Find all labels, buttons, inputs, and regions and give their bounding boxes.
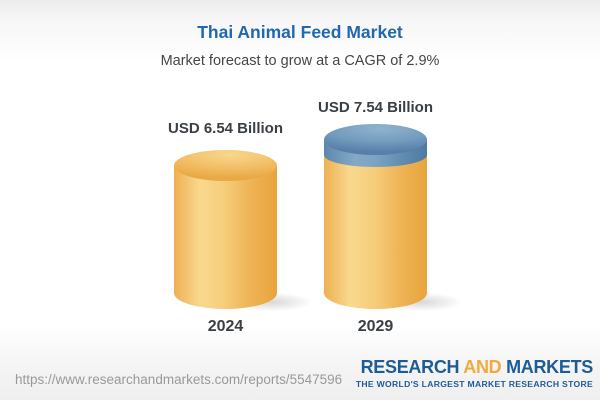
researchandmarkets-logo: RESEARCH AND MARKETS THE WORLD'S LARGEST…	[355, 357, 594, 390]
bar-value-label-2024: USD 6.54 Billion	[167, 120, 284, 137]
bar-2024-top-cap	[174, 150, 277, 181]
bar-2029-base-segment	[324, 155, 427, 309]
bar-2029-cylinder	[324, 124, 478, 315]
logo-word-research: RESEARCH	[360, 357, 460, 377]
logo-word-markets: MARKETS	[506, 357, 593, 377]
bar-category-label-2024: 2024	[207, 318, 244, 335]
logo-word-and: AND	[463, 357, 502, 377]
bar-2029-top-cap	[324, 124, 427, 155]
page-title: Thai Animal Feed Market	[197, 22, 403, 42]
logo-tagline: THE WORLD'S LARGEST MARKET RESEARCH STOR…	[355, 379, 593, 389]
bar-value-label-2029: USD 7.54 Billion	[317, 99, 434, 116]
bar-2024-base-segment	[174, 165, 277, 309]
report-source-url[interactable]: https://www.researchandmarkets.com/repor…	[15, 372, 343, 387]
page-subtitle: Market forecast to grow at a CAGR of 2.9…	[160, 53, 440, 69]
bar-2024-cylinder	[174, 150, 328, 315]
bar-category-label-2029: 2029	[357, 318, 394, 335]
logo-wordmark: RESEARCH AND MARKETS	[356, 357, 594, 377]
